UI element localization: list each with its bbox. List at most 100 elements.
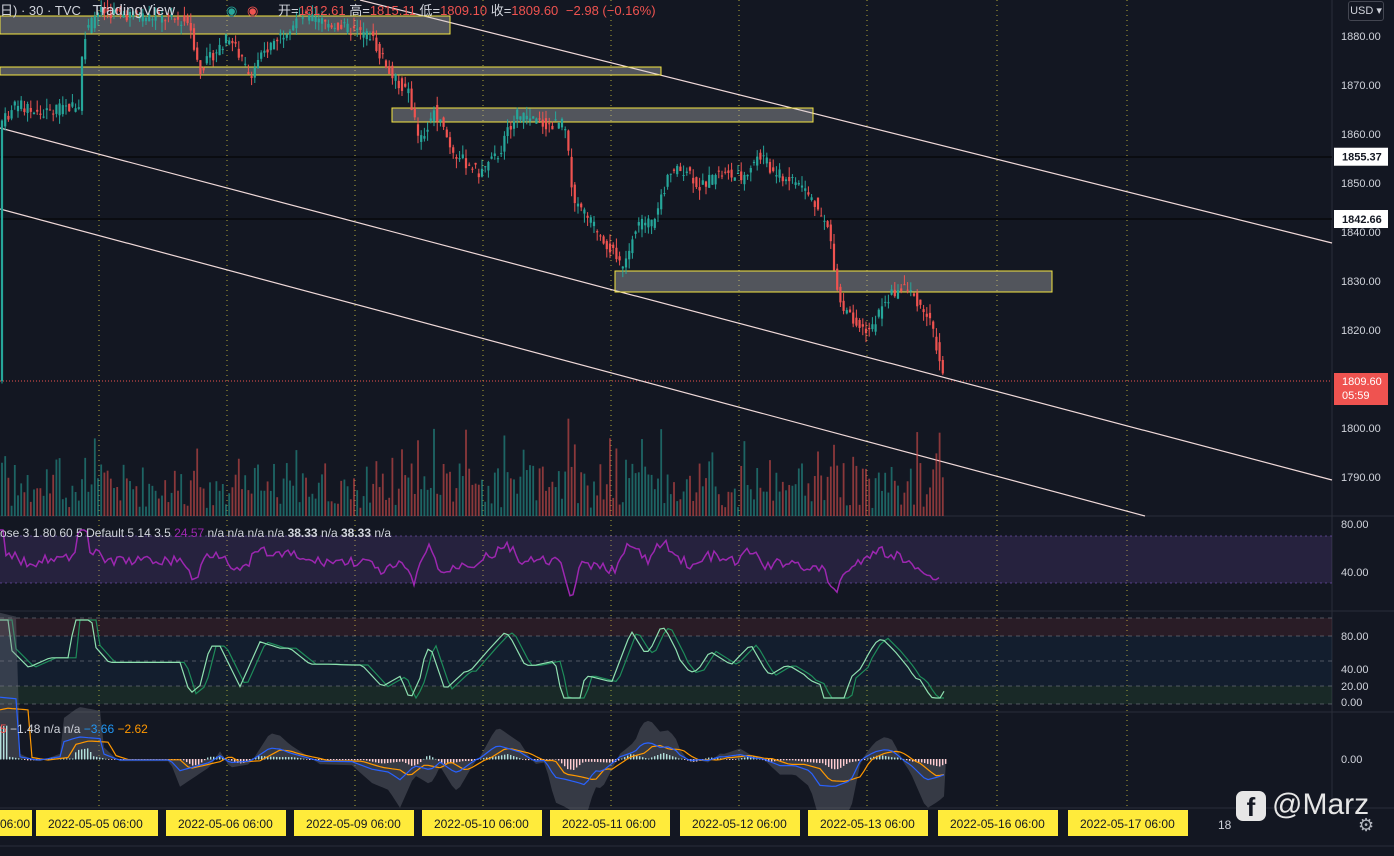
- macd-histogram-bar: [426, 756, 428, 760]
- volume-bar: [481, 479, 483, 516]
- macd-histogram-bar: [105, 758, 107, 760]
- candle-body: [647, 218, 650, 228]
- macd-histogram-bar: [570, 759, 572, 770]
- volume-bar: [525, 470, 528, 516]
- candle-body: [650, 219, 653, 227]
- volume-bar: [183, 504, 186, 516]
- candle-body: [404, 83, 407, 87]
- volume-bar: [877, 472, 880, 516]
- volume-bar: [436, 493, 439, 516]
- candle-body: [807, 192, 810, 195]
- close-label: 收=: [490, 3, 512, 18]
- volume-bar: [573, 444, 576, 516]
- candle-body: [669, 173, 672, 175]
- macd-histogram-bar: [189, 759, 191, 764]
- volume-bar: [881, 490, 883, 516]
- volume-bar: [445, 473, 448, 516]
- macd-histogram-bar: [852, 759, 854, 762]
- macd-histogram-bar: [855, 759, 857, 762]
- brand-name: TradingView: [92, 2, 176, 19]
- volume-bar: [538, 468, 541, 516]
- volume-bar: [772, 500, 775, 516]
- volume-bar: [916, 432, 919, 516]
- volume-bar: [23, 492, 26, 516]
- candle-body: [656, 208, 660, 215]
- candle-body: [525, 115, 528, 120]
- support-resistance-zone[interactable]: [614, 270, 1053, 293]
- candle-body: [317, 18, 320, 23]
- macd-histogram-bar: [288, 757, 290, 760]
- macd-histogram-bar: [885, 756, 887, 760]
- volume-bar: [641, 439, 643, 516]
- macd-histogram-bar: [588, 759, 590, 762]
- volume-bar: [500, 507, 503, 516]
- candle-body: [685, 171, 688, 173]
- candle-body: [439, 119, 442, 122]
- volume-bar: [260, 490, 263, 516]
- macd-histogram-bar: [333, 759, 335, 760]
- volume-bar: [730, 492, 733, 516]
- candle-body: [637, 222, 640, 226]
- candle-body: [826, 221, 829, 227]
- candle-body: [724, 171, 727, 173]
- volume-bar: [749, 489, 752, 516]
- macd-histogram-bar: [69, 758, 71, 760]
- volume-bar: [909, 468, 912, 516]
- volume-bar: [903, 492, 906, 516]
- candle-body: [468, 164, 471, 166]
- high-label: 高=: [349, 3, 370, 18]
- macd-histogram-bar: [597, 759, 599, 763]
- volume-bar: [29, 501, 32, 516]
- candle-body: [503, 135, 506, 152]
- candle-body: [810, 197, 813, 200]
- volume-bar: [116, 486, 119, 516]
- macd-histogram-bar: [642, 757, 644, 760]
- candle-body: [80, 56, 84, 111]
- volume-bar: [554, 487, 557, 516]
- price-tick-label: 1830.00: [1341, 276, 1381, 288]
- macd-histogram-bar: [522, 759, 524, 760]
- candle-body: [605, 241, 608, 250]
- candle-body: [551, 125, 554, 130]
- candle-body: [890, 289, 893, 295]
- candle-body: [119, 7, 122, 12]
- time-axis-label: 2022-05-11 06:00: [562, 817, 656, 831]
- volume-bar: [906, 481, 909, 516]
- stoch-tick-label: 80.00: [1341, 631, 1369, 643]
- candle-body: [429, 118, 432, 121]
- support-resistance-zone[interactable]: [391, 107, 814, 123]
- gear-icon[interactable]: ⚙: [1358, 815, 1375, 835]
- candle-body: [496, 158, 500, 160]
- candle-body: [935, 336, 938, 351]
- candle-body: [567, 130, 570, 151]
- candle-body: [589, 217, 592, 223]
- volume-bar: [938, 432, 941, 516]
- volume-bar: [935, 453, 938, 516]
- volume-bar: [365, 466, 368, 516]
- candle-body: [445, 129, 448, 138]
- macd-histogram-bar: [282, 757, 284, 760]
- candle-body: [215, 52, 218, 54]
- candle-body: [87, 25, 90, 28]
- candle-body: [384, 60, 388, 68]
- volume-bar: [244, 475, 247, 516]
- currency-button[interactable]: USD ▾: [1348, 1, 1384, 21]
- volume-bar: [647, 474, 650, 516]
- candle-body: [212, 53, 215, 61]
- candle-body: [484, 166, 487, 168]
- volume-bar: [401, 449, 403, 516]
- time-axis-label-bg: [680, 810, 800, 836]
- candle-body: [29, 107, 32, 112]
- symbol-header[interactable]: 日) · 30 · TVC TradingView: [0, 2, 175, 20]
- candle-body: [141, 13, 144, 22]
- candle-body: [352, 26, 356, 29]
- volume-bar: [215, 481, 218, 516]
- macd-histogram-bar: [801, 759, 803, 762]
- volume-bar: [167, 502, 170, 516]
- candle-body: [378, 43, 381, 59]
- support-resistance-zone[interactable]: [0, 66, 662, 76]
- volume-bar: [273, 463, 275, 516]
- candle-body: [292, 25, 295, 31]
- candle-body: [602, 236, 605, 244]
